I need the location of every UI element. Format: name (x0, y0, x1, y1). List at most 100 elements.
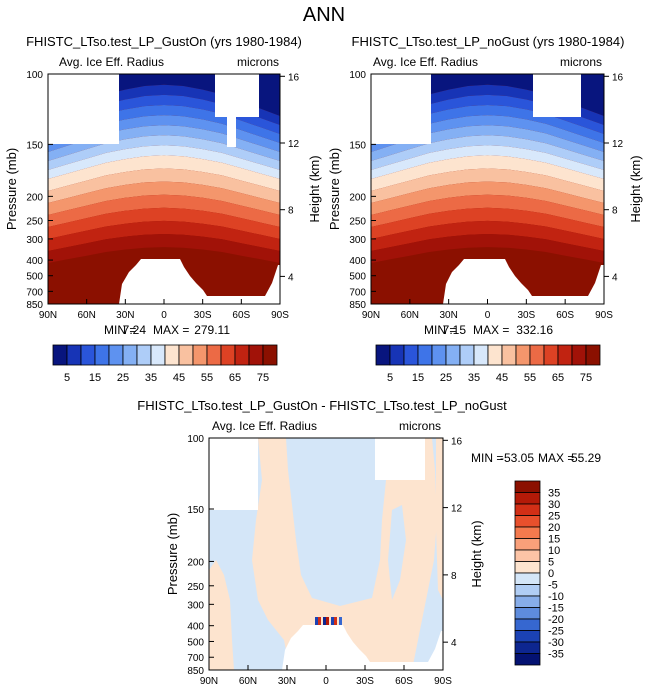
y-tick-label: 300 (349, 235, 366, 246)
y-tick-label: 850 (349, 300, 366, 311)
missing-surface (443, 259, 604, 304)
y2-axis-label: Height (km) (628, 155, 643, 222)
panel-gust-on: FHISTC_LTso.test_LP_GustOn (yrs 1980-198… (4, 34, 322, 384)
min-value: 7.15 (443, 323, 467, 337)
colorbar-label: -20 (548, 614, 564, 626)
missing-upper-right (533, 74, 581, 117)
colorbar-box (515, 344, 531, 366)
colorbar-label: 35 (468, 372, 480, 384)
colorbar-box (514, 607, 541, 620)
colorbar-label: -30 (548, 637, 564, 649)
colorbar-box (514, 538, 541, 551)
x-tick-label: 30N (439, 310, 457, 321)
positive-region-central (252, 438, 437, 670)
x-tick-label: 30S (517, 310, 535, 321)
contour-band (371, 155, 604, 191)
min-value: 7.24 (123, 323, 147, 337)
contour-band (371, 145, 604, 179)
colorbar-box (66, 344, 82, 366)
panel-title: FHISTC_LTso.test_LP_noGust (yrs 1980-198… (352, 34, 625, 49)
colorbar-box (375, 344, 391, 366)
colorbar: 5 15 25 35 45 55 65 75 (52, 344, 278, 384)
y2-tick-label: 4 (288, 272, 294, 283)
x-tick-label: 30S (194, 310, 212, 321)
panel-no-gust: FHISTC_LTso.test_LP_noGust (yrs 1980-198… (327, 34, 643, 384)
missing-surface (282, 625, 443, 670)
panel-title: FHISTC_LTso.test_LP_GustOn (yrs 1980-198… (26, 34, 302, 49)
colorbar-label: 15 (412, 372, 424, 384)
y2-tick-label: 12 (288, 139, 300, 150)
colorbar-label: 0 (548, 568, 554, 580)
colorbar-box (514, 595, 541, 608)
max-value: 279.11 (194, 323, 230, 337)
colorbar-label: -15 (548, 603, 564, 615)
colorbar-label: 55 (524, 372, 536, 384)
colorbar-label: 55 (201, 372, 213, 384)
y-tick-label: 200 (26, 192, 43, 203)
y-tick-label: 100 (26, 70, 43, 81)
axes: 100 150 200 250 300 400 500 700 850 16 12 8 4 90N 60N 3… (349, 70, 623, 321)
anomaly-spot-blue (315, 617, 318, 625)
y-axis-label: Pressure (mb) (165, 513, 180, 595)
colorbar-label: -35 (548, 649, 564, 661)
colorbar-box (248, 344, 264, 366)
y2-axis-label: Height (km) (469, 520, 484, 587)
colorbar-box (206, 344, 222, 366)
x-tick-label: 60N (401, 310, 419, 321)
y-tick-label: 400 (187, 622, 204, 633)
y2-tick-label: 4 (612, 272, 618, 283)
y-tick-label: 100 (187, 434, 204, 445)
colorbar-label: -5 (548, 580, 558, 592)
y-tick-label: 700 (26, 287, 43, 298)
colorbar-label: 75 (580, 372, 592, 384)
colorbar-box (514, 480, 541, 493)
max-value: 332.16 (516, 323, 553, 337)
y2-tick-label: 12 (612, 139, 624, 150)
y2-tick-label: 4 (451, 638, 457, 649)
x-tick-label: 60S (556, 310, 574, 321)
colorbar-box (192, 344, 208, 366)
contour-band (371, 194, 604, 227)
colorbar-label: 15 (548, 534, 560, 546)
negative-region-inner (294, 438, 318, 560)
y-tick-label: 400 (349, 256, 366, 267)
colorbar-box (514, 618, 541, 631)
colorbar-box (164, 344, 180, 366)
anomaly-spot-blue (331, 617, 334, 625)
colorbar-box (571, 344, 587, 366)
x-tick-label: 90N (39, 310, 57, 321)
colorbar-box (557, 344, 573, 366)
left-string: Avg. Ice Eff. Radius (212, 419, 317, 433)
colorbar-label: 45 (173, 372, 185, 384)
y2-axis-label: Height (km) (307, 155, 322, 222)
colorbar-box (403, 344, 419, 366)
colorbar-box (389, 344, 405, 366)
plot-area (48, 74, 280, 304)
y-tick-label: 300 (26, 235, 43, 246)
colorbar-box (122, 344, 138, 366)
anomaly-spots (315, 617, 342, 625)
plot-area (371, 74, 604, 304)
y2-tick-label: 16 (612, 72, 624, 83)
colorbar-label: 75 (257, 372, 269, 384)
x-tick-label: 30N (116, 310, 134, 321)
x-tick-label: 60S (232, 310, 250, 321)
panel-difference: FHISTC_LTso.test_LP_GustOn - FHISTC_LTso… (137, 398, 601, 687)
x-tick-label: 30S (356, 676, 374, 687)
plot-area (209, 438, 443, 670)
contour-band (371, 168, 604, 203)
colorbar-label: 35 (145, 372, 157, 384)
y-tick-label: 250 (349, 217, 366, 228)
colorbar-box (431, 344, 447, 366)
y-tick-label: 100 (349, 70, 366, 81)
missing-upper-right (215, 74, 259, 147)
anomaly-spot-red (326, 617, 329, 625)
colorbar-box (445, 344, 461, 366)
x-tick-label: 0 (485, 310, 491, 321)
missing-upper-left (48, 74, 119, 144)
colorbar: 5 15 25 35 45 55 65 75 (375, 344, 601, 384)
contour-band (371, 220, 604, 251)
y-tick-label: 400 (26, 256, 43, 267)
right-string: microns (237, 55, 279, 69)
